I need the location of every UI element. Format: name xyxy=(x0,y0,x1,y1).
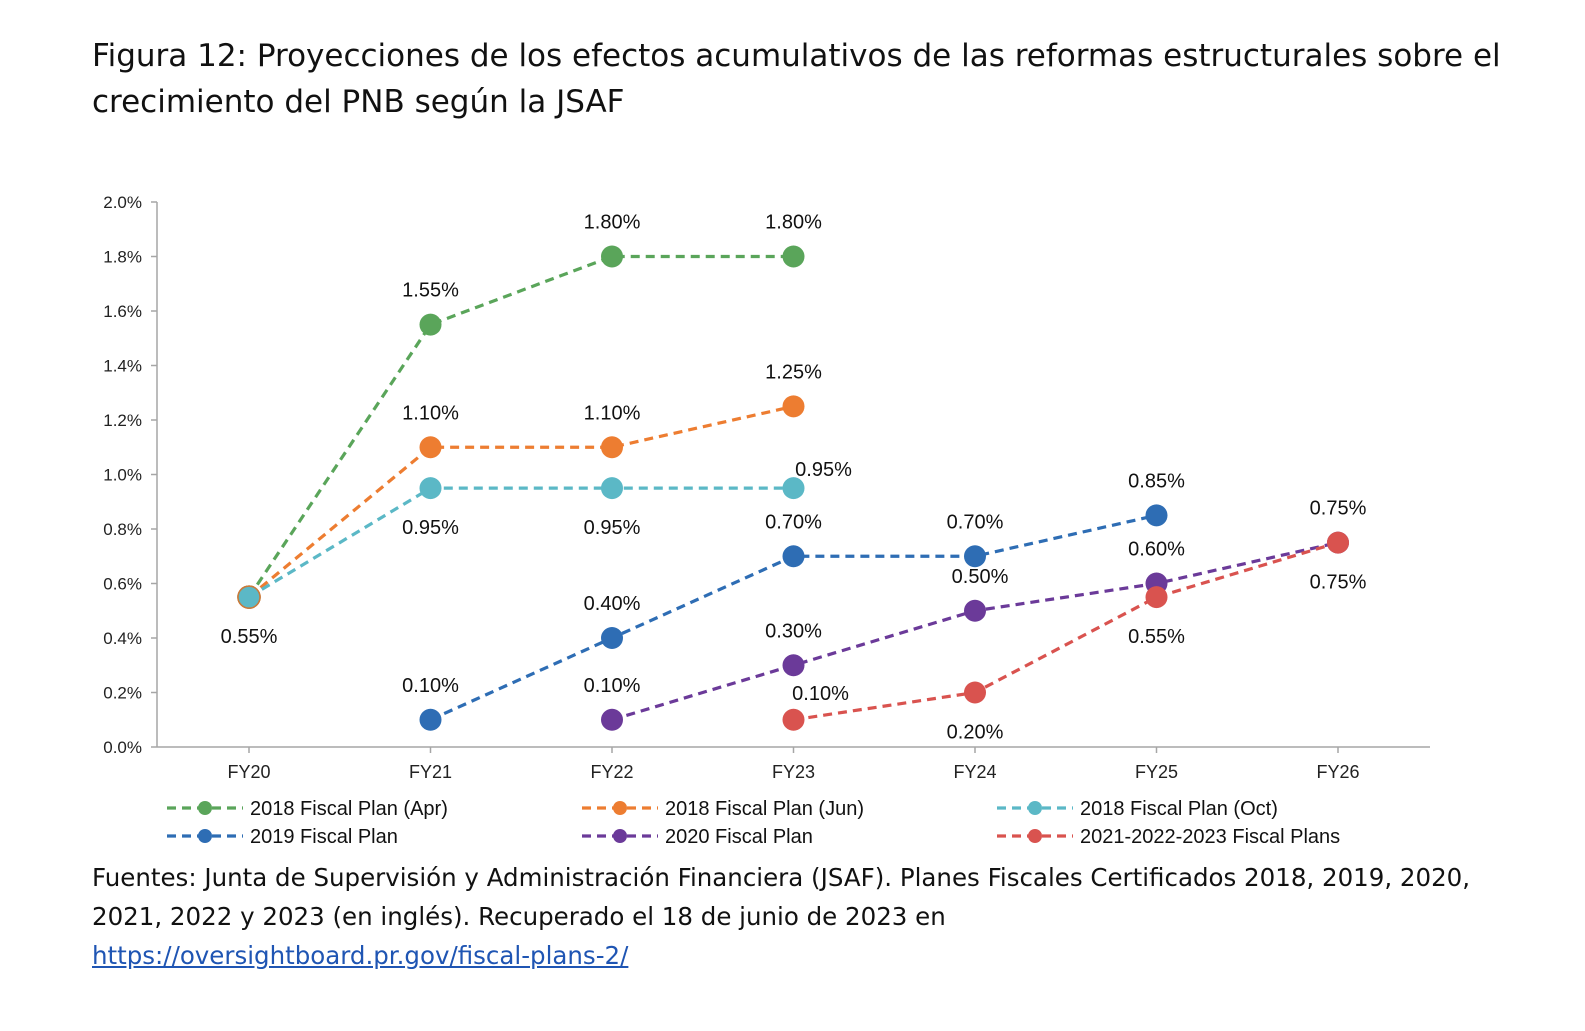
series-points xyxy=(237,245,1349,731)
legend-swatch-marker xyxy=(198,801,212,815)
data-point xyxy=(782,245,805,268)
data-label: 0.60% xyxy=(1128,539,1185,561)
data-label: 0.95% xyxy=(795,459,852,481)
data-point xyxy=(601,477,623,500)
data-point xyxy=(419,313,442,336)
data-label: 0.10% xyxy=(584,675,641,697)
y-tick-label: 1.0% xyxy=(103,466,142,485)
legend-swatch-marker xyxy=(613,801,627,815)
data-point xyxy=(782,477,805,500)
legend-entry-label: 2018 Fiscal Plan (Oct) xyxy=(1080,798,1278,820)
data-point xyxy=(782,545,805,568)
data-label: 1.10% xyxy=(584,402,641,424)
data-label: 1.55% xyxy=(402,280,459,302)
series-line xyxy=(247,404,794,599)
data-label: 0.10% xyxy=(792,683,849,705)
data-point xyxy=(419,436,442,459)
data-label: 0.40% xyxy=(584,593,641,615)
y-tick-label: 0.0% xyxy=(103,738,142,757)
y-tick-label: 0.4% xyxy=(103,629,142,648)
data-point xyxy=(782,395,805,418)
data-label: 0.50% xyxy=(952,566,1009,588)
data-label: 0.85% xyxy=(1128,470,1185,492)
y-tick-label: 1.2% xyxy=(103,411,142,430)
line-chart: 0.0% 0.2% 0.4% 0.6% 0.8% 1.0% 1.2% 1.4% 1.6% 1.8%… xyxy=(103,193,1430,848)
sources-text: Fuentes: Junta de Supervisión y Administ… xyxy=(92,863,1471,931)
legend-entry-label: 2018 Fiscal Plan (Jun) xyxy=(665,798,864,820)
x-tick-label: FY25 xyxy=(1135,762,1178,782)
series-line xyxy=(793,541,1339,722)
chart-axes: 0.0% 0.2% 0.4% 0.6% 0.8% 1.0% 1.2% 1.4% 1.6% 1.8%… xyxy=(103,193,1430,782)
x-tick-label: FY26 xyxy=(1316,762,1359,782)
y-tick-label: 1.4% xyxy=(103,357,142,376)
y-tick-label: 0.6% xyxy=(103,575,142,594)
data-label: 1.80% xyxy=(765,212,822,234)
sources-link[interactable]: https://oversightboard.pr.gov/fiscal-pla… xyxy=(92,941,629,970)
data-point xyxy=(419,708,442,731)
x-tick-label: FY21 xyxy=(409,762,452,782)
data-label: 0.95% xyxy=(402,517,459,539)
data-label: 0.20% xyxy=(947,722,1004,744)
data-label: 0.75% xyxy=(1310,498,1367,520)
data-label: 0.70% xyxy=(765,511,822,533)
legend-swatch-marker xyxy=(1028,801,1042,815)
x-tick-label: FY24 xyxy=(953,762,996,782)
data-label: 1.25% xyxy=(765,361,822,383)
y-tick-label: 2.0% xyxy=(103,193,142,212)
x-tick-label: FY22 xyxy=(590,762,633,782)
figure-sources: Fuentes: Junta de Supervisión y Administ… xyxy=(92,858,1512,975)
data-point xyxy=(601,436,623,459)
data-label: 0.95% xyxy=(584,517,641,539)
legend-entry-label: 2019 Fiscal Plan xyxy=(250,826,398,848)
series-line xyxy=(248,486,794,599)
data-point xyxy=(964,599,986,622)
data-label: 0.55% xyxy=(221,626,278,648)
data-label: 1.10% xyxy=(402,402,459,424)
legend-entry-label: 2018 Fiscal Plan (Apr) xyxy=(250,798,448,820)
data-label: 0.75% xyxy=(1310,572,1367,594)
legend-entry-label: 2020 Fiscal Plan xyxy=(665,826,813,848)
data-point xyxy=(782,708,805,731)
legend-swatch-marker xyxy=(1028,829,1042,843)
legend-swatch-marker xyxy=(198,829,212,843)
data-point xyxy=(237,585,261,609)
y-tick-label: 0.2% xyxy=(103,684,142,703)
data-point xyxy=(782,654,805,677)
x-tick-label: FY23 xyxy=(772,762,815,782)
data-point xyxy=(601,708,623,731)
legend-swatch-marker xyxy=(613,829,627,843)
data-point xyxy=(1145,586,1168,609)
data-label: 0.70% xyxy=(947,511,1004,533)
data-point xyxy=(601,627,623,649)
data-label: 0.30% xyxy=(765,620,822,642)
data-point xyxy=(964,545,986,568)
y-tick-label: 1.6% xyxy=(103,302,142,321)
data-point xyxy=(419,477,442,500)
data-labels: 1.55% 1.80% 1.80% 1.10% 1.10% 1.25% 0.55% 0.95%… xyxy=(221,212,1367,744)
data-point xyxy=(601,245,623,268)
data-point xyxy=(1145,504,1168,527)
data-point xyxy=(964,681,986,704)
y-tick-label: 1.8% xyxy=(103,248,142,267)
data-point xyxy=(1327,531,1349,554)
y-tick-label: 0.8% xyxy=(103,520,142,539)
data-label: 1.80% xyxy=(584,212,641,234)
figure-title: Figura 12: Proyecciones de los efectos a… xyxy=(92,38,1501,120)
series-line xyxy=(247,254,794,599)
data-label: 0.55% xyxy=(1128,626,1185,648)
chart-legend: 2018 Fiscal Plan (Apr) 2018 Fiscal Plan (… xyxy=(167,798,1340,848)
legend-entry-label: 2021-2022-2023 Fiscal Plans xyxy=(1080,826,1340,848)
data-label: 0.10% xyxy=(402,675,459,697)
x-tick-label: FY20 xyxy=(227,762,270,782)
